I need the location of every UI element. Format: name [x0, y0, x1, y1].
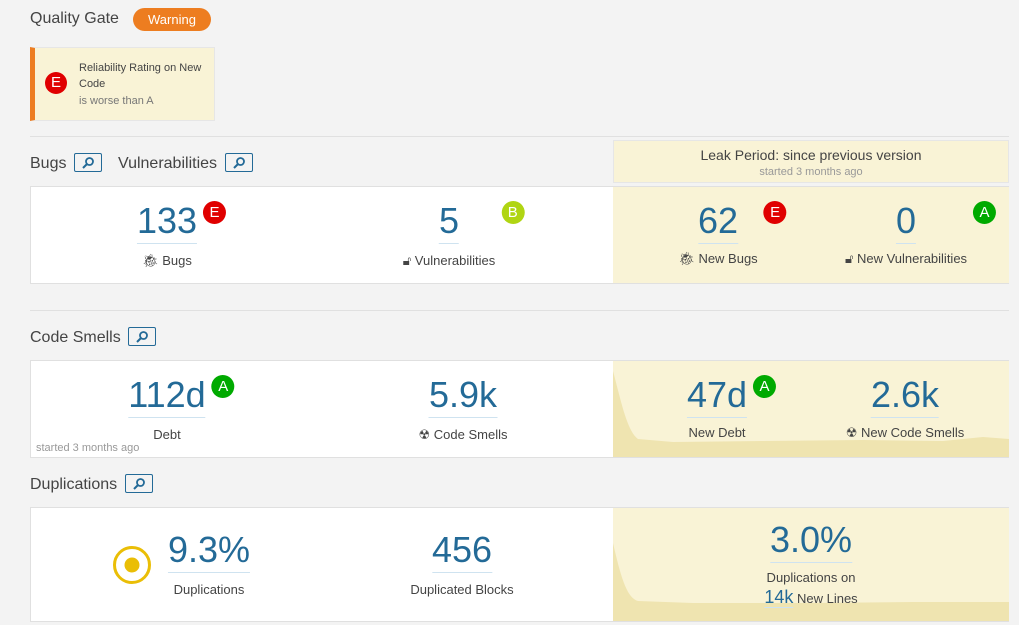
new-lines-label: New Lines [796, 591, 858, 606]
debt-label: Debt [153, 427, 181, 442]
new-duplications-label: Duplications on [766, 570, 856, 585]
lock-icon: 🔓︎ [844, 251, 857, 266]
condition-operator: is worse than A [79, 95, 154, 107]
leak-period-started: started 3 months ago [759, 166, 863, 178]
lock-icon: 🔓︎ [402, 253, 415, 268]
duplications-measure: 9.3% Duplications [167, 529, 251, 597]
new-code-smells-measure: 2.6k ☢ New Code Smells [845, 374, 965, 441]
duplicated-blocks-label: Duplicated Blocks [410, 582, 514, 597]
new-bugs-label: New Bugs [698, 251, 758, 266]
divider [30, 136, 1009, 137]
duplicated-blocks-value[interactable]: 456 [431, 529, 493, 573]
leak-area [613, 508, 1009, 621]
bugs-vulnerabilities-panel: 133 E 🐞︎ Bugs 5 B 🔓︎ Vulnerabilities 62 … [30, 186, 1009, 284]
search-icon [233, 156, 245, 169]
duplications-donut-icon [113, 546, 151, 584]
new-debt-rating[interactable]: A [753, 375, 777, 398]
debt-started: started 3 months ago [36, 442, 140, 454]
search-icon [136, 330, 148, 343]
bugs-rating[interactable]: E [203, 201, 227, 224]
vulnerabilities-measure: 5 B 🔓︎ Vulnerabilities [402, 200, 525, 269]
vulnerabilities-title: Vulnerabilities [118, 155, 218, 172]
leak-area [613, 187, 1009, 283]
quality-gate-title: Quality Gate [30, 10, 119, 27]
bug-icon: 🐞︎ [142, 253, 163, 268]
new-vulnerabilities-rating[interactable]: A [973, 201, 997, 224]
leak-area [613, 361, 1009, 457]
divider [30, 310, 1009, 311]
new-duplications-value[interactable]: 3.0% [769, 519, 853, 563]
duplicated-blocks-measure: 456 Duplicated Blocks [410, 529, 514, 597]
search-icon [82, 156, 94, 169]
duplications-sparkline [613, 543, 1009, 621]
bugs-drilldown-button[interactable] [74, 153, 102, 172]
duplications-drilldown-button[interactable] [125, 474, 153, 493]
vulnerabilities-label: Vulnerabilities [414, 253, 496, 268]
new-bugs-value[interactable]: 62 [697, 200, 739, 244]
code-smells-title: Code Smells [30, 329, 121, 346]
bugs-title: Bugs [30, 155, 67, 172]
debt-value[interactable]: 112d [128, 374, 206, 418]
duplications-value[interactable]: 9.3% [167, 529, 251, 573]
bugs-measure: 133 E 🐞︎ Bugs [136, 200, 227, 269]
bug-icon: 🐞︎ [678, 251, 699, 266]
quality-gate-condition[interactable]: E Reliability Rating on New Code is wors… [30, 47, 215, 121]
duplications-label: Duplications [173, 582, 245, 597]
duplications-title: Duplications [30, 476, 118, 493]
vulnerabilities-drilldown-button[interactable] [225, 153, 253, 172]
code-smells-drilldown-button[interactable] [128, 327, 156, 346]
new-vulnerabilities-measure: 0 A 🔓︎ New Vulnerabilities [844, 200, 997, 267]
quality-gate-status-badge: Warning [133, 8, 211, 31]
new-code-smells-value[interactable]: 2.6k [870, 374, 940, 418]
new-debt-label: New Debt [688, 425, 746, 440]
new-debt-measure: 47d A New Debt [686, 374, 777, 440]
radiation-icon: ☢ [418, 427, 434, 442]
bugs-label: Bugs [162, 253, 192, 268]
leak-period-title: Leak Period: since previous version [700, 147, 922, 163]
new-bugs-rating[interactable]: E [763, 201, 787, 224]
rating-badge: E [45, 72, 67, 94]
code-smells-panel: 112d A Debt 5.9k ☢ Code Smells started 3… [30, 360, 1009, 458]
search-icon [133, 477, 145, 490]
new-vulnerabilities-value[interactable]: 0 [895, 200, 917, 244]
vulnerabilities-value[interactable]: 5 [438, 200, 460, 244]
new-debt-value[interactable]: 47d [686, 374, 748, 418]
new-duplications-measure: 3.0% Duplications on 14k New Lines [764, 519, 858, 608]
new-code-smells-label: New Code Smells [860, 425, 965, 440]
code-smells-measure: 5.9k ☢ Code Smells [418, 374, 508, 443]
duplications-panel: 9.3% Duplications 456 Duplicated Blocks … [30, 507, 1009, 622]
bugs-value[interactable]: 133 [136, 200, 198, 244]
new-lines-value[interactable]: 14k [764, 587, 794, 608]
debt-rating[interactable]: A [211, 375, 235, 398]
leak-period-header: Leak Period: since previous version star… [613, 140, 1009, 183]
debt-sparkline [613, 371, 1009, 457]
new-vulnerabilities-label: New Vulnerabilities [856, 251, 968, 266]
debt-measure: 112d A Debt [128, 374, 235, 442]
code-smells-label: Code Smells [433, 427, 508, 442]
vulnerabilities-rating[interactable]: B [501, 201, 525, 224]
new-bugs-measure: 62 E 🐞︎ New Bugs [678, 200, 787, 267]
code-smells-value[interactable]: 5.9k [428, 374, 498, 418]
condition-metric: Reliability Rating on New Code [79, 62, 202, 90]
radiation-icon: ☢ [845, 425, 861, 440]
